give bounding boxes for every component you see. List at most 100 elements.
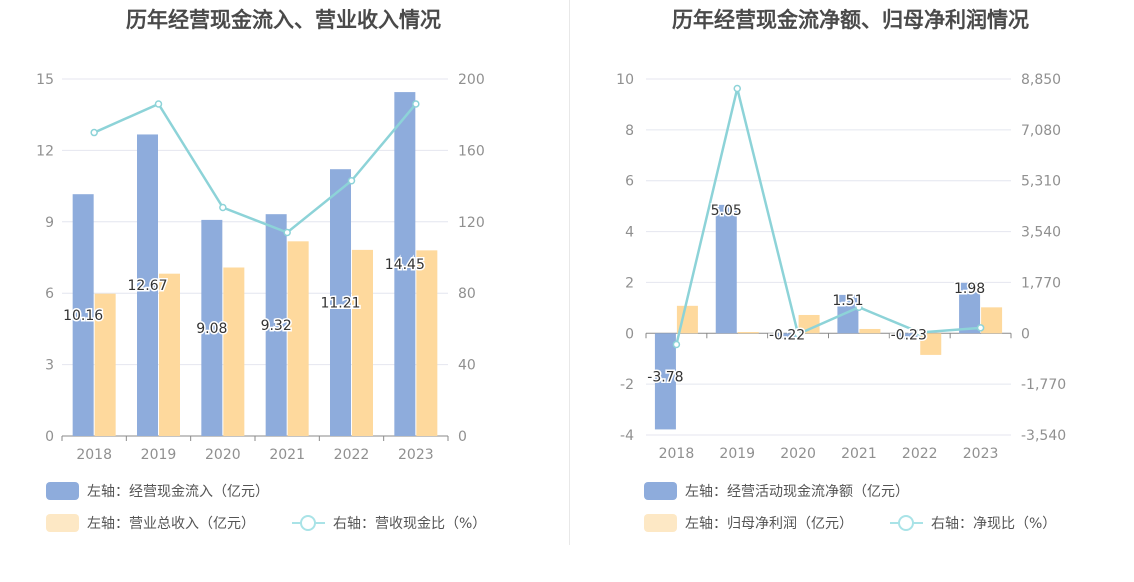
y-tick-right: 0: [1021, 326, 1030, 342]
bar-series1: [776, 333, 798, 339]
bar-series1: [715, 204, 737, 334]
bar-series1: [394, 92, 416, 436]
x-tick-label: 2023: [963, 446, 999, 462]
y-tick-right: 200: [458, 72, 485, 88]
legend-label: 左轴：营业总收入（亿元）: [87, 516, 255, 532]
y-tick-left: 15: [36, 72, 54, 88]
legend-swatch-bar1: [644, 482, 677, 500]
bar-data-label: 14.45: [385, 257, 425, 273]
bar-series1: [137, 134, 158, 437]
legend-label: 左轴：归母净利润（亿元）: [685, 516, 853, 532]
legend-swatch-bar1: [46, 482, 79, 500]
legend-swatch-line: [890, 514, 923, 532]
legend-item-line[interactable]: 右轴：营收现金比（%）: [292, 513, 486, 533]
legend-swatch-bar2: [46, 514, 79, 532]
x-tick-label: 2020: [780, 446, 816, 462]
y-tick-left: 6: [45, 286, 54, 302]
x-tick-label: 2021: [269, 447, 305, 463]
legend-label: 左轴：经营活动现金流净额（亿元）: [685, 484, 909, 500]
bar-data-label: 11.21: [320, 296, 360, 312]
bar-data-label: 10.16: [63, 308, 103, 324]
y-tick-right: 160: [458, 143, 485, 159]
line-point: [916, 328, 924, 337]
bar-data-label: 12.67: [127, 278, 167, 294]
x-tick-label: 2021: [841, 446, 877, 462]
bar-data-label: 1.98: [954, 281, 985, 297]
line-point: [733, 84, 741, 93]
chart-svg: -4 -2 0 2 4 6 8 10 -3,540 -1,770 0 1,770 3,540 5,310 7…: [616, 72, 1066, 462]
bar-data-label: -0.23: [891, 327, 927, 343]
y-tick-right: -1,770: [1021, 377, 1066, 393]
bar-series2: [859, 328, 881, 334]
legend-item-bar1[interactable]: 左轴：经营现金流入（亿元）: [46, 481, 269, 501]
bar-series2: [920, 333, 942, 355]
line-point: [90, 128, 98, 137]
y-tick-left: -2: [620, 377, 634, 393]
y-tick-left: 4: [625, 225, 634, 241]
line-point: [283, 228, 291, 237]
y-tick-right: -3,540: [1021, 428, 1066, 444]
y-tick-right: 0: [458, 429, 467, 445]
line-point: [855, 303, 863, 312]
bar-series2: [94, 293, 116, 436]
bar-series1: [265, 214, 287, 436]
y-tick-right: 80: [458, 286, 476, 302]
legend-item-bar2[interactable]: 左轴：归母净利润（亿元）: [644, 513, 853, 533]
y-tick-left: 8: [625, 123, 634, 139]
chart-title: 历年经营现金流净额、归母净利润情况: [672, 8, 1029, 32]
legend-label: 左轴：经营现金流入（亿元）: [87, 484, 269, 500]
bar-series1: [898, 333, 920, 340]
legend-item-bar2[interactable]: 左轴：营业总收入（亿元）: [46, 513, 255, 533]
y-tick-left: 2: [625, 275, 634, 291]
y-tick-left: 0: [625, 326, 634, 342]
x-tick-label: 2022: [334, 447, 370, 463]
legend-item-bar1[interactable]: 左轴：经营活动现金流净额（亿元）: [644, 481, 909, 501]
y-tick-left: 0: [45, 429, 54, 445]
y-tick-left: 9: [45, 215, 54, 231]
y-tick-left: 3: [45, 358, 54, 374]
line-point: [219, 203, 227, 212]
line-series: [93, 102, 417, 234]
y-tick-left: 12: [36, 143, 54, 159]
bar-series2: [159, 273, 180, 436]
line-point: [154, 100, 163, 108]
y-tick-left: 6: [625, 174, 634, 190]
bar-series2: [737, 332, 759, 334]
chart-svg: 0 3 6 9 12 15 0 40 80 120 160 200 2018 2019 2020 2021 20…: [36, 72, 485, 463]
y-tick-right: 1,770: [1021, 275, 1061, 291]
chart-panel-net-cash-flow: 历年经营现金流净额、归母净利润情况 -4 -2 0 2 4 6 8 10 -3,540 -1,77…: [567, 0, 1134, 582]
panel-divider: [569, 0, 570, 545]
chart-title: 历年经营现金流入、营业收入情况: [126, 8, 441, 32]
bar-series1: [330, 169, 351, 436]
y-tick-right: 40: [458, 358, 476, 374]
bar-series2: [416, 250, 438, 436]
legend-swatch-line: [292, 514, 325, 532]
chart-panel-cash-inflow: 历年经营现金流入、营业收入情况 0 3 6 9 12 15 0 40 80 120 160 200 20…: [36, 8, 486, 533]
bar-series2: [223, 267, 245, 436]
y-tick-right: 8,850: [1021, 72, 1061, 88]
y-tick-left: -4: [620, 428, 634, 444]
y-tick-right: 5,310: [1021, 174, 1061, 190]
bar-series2: [287, 241, 309, 436]
line-point: [347, 176, 356, 185]
bar-series1: [837, 294, 859, 334]
legend-item-line[interactable]: 右轴：净现比（%）: [890, 513, 1056, 533]
bar-series2: [352, 249, 373, 436]
bar-series2: [981, 307, 1003, 334]
x-tick-label: 2019: [719, 446, 755, 462]
legend-swatch-bar2: [644, 514, 677, 532]
legend-label: 右轴：净现比（%）: [931, 516, 1057, 532]
bar-series2: [676, 305, 698, 334]
x-tick-label: 2018: [659, 446, 695, 462]
x-tick-label: 2022: [902, 446, 938, 462]
line-point: [794, 330, 802, 338]
x-tick-label: 2023: [398, 447, 434, 463]
y-tick-right: 3,540: [1021, 225, 1061, 241]
bar-data-label: -3.78: [647, 370, 683, 386]
y-tick-left: 10: [616, 72, 634, 88]
line-series: [675, 88, 981, 345]
bar-data-label: 9.08: [196, 321, 227, 337]
line-point: [412, 100, 420, 108]
bar-series1: [72, 194, 94, 436]
x-tick-label: 2020: [205, 447, 241, 463]
